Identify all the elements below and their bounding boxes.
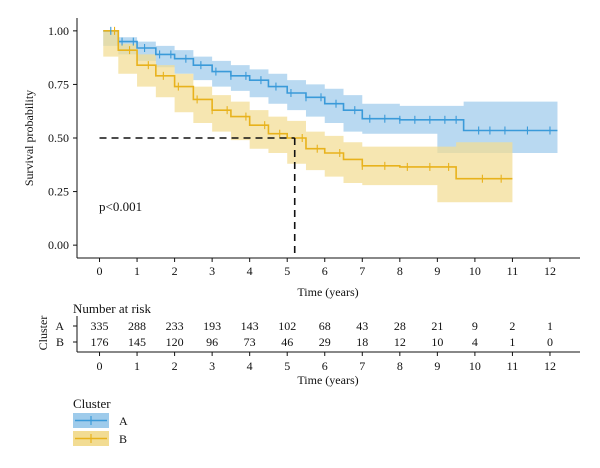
median-survival-lines [99, 137, 296, 258]
risk-x-tick-label-0: 0 [97, 359, 103, 373]
risk-cell-a-2: 233 [166, 319, 184, 333]
risk-cell-a-9: 21 [431, 319, 443, 333]
x-tick-label-2: 2 [172, 264, 178, 278]
risk-x-tick-label-6: 6 [322, 359, 328, 373]
confidence-band-b [103, 30, 513, 203]
risk-cell-b-10: 4 [472, 335, 478, 349]
risk-x-tick-label-9: 9 [434, 359, 440, 373]
pvalue-annotation: p<0.001 [99, 199, 142, 214]
risk-x-tick-label-11: 11 [507, 359, 519, 373]
risk-table-strata-axis-label: Cluster [36, 316, 50, 351]
risk-x-tick-label-3: 3 [209, 359, 215, 373]
risk-table-title: Number at risk [73, 301, 151, 316]
x-tick-label-8: 8 [397, 264, 403, 278]
risk-x-tick-label-12: 12 [544, 359, 556, 373]
risk-cell-a-1: 288 [128, 319, 146, 333]
risk-cell-a-0: 335 [91, 319, 109, 333]
risk-cell-b-2: 120 [166, 335, 184, 349]
risk-cell-a-11: 2 [509, 319, 515, 333]
risk-cell-a-6: 68 [319, 319, 331, 333]
risk-x-tick-label-7: 7 [359, 359, 365, 373]
confidence-band-a [103, 30, 558, 153]
legend: Cluster A B [73, 396, 128, 446]
risk-cell-b-3: 96 [206, 335, 218, 349]
risk-cell-a-8: 28 [394, 319, 406, 333]
survival-plot: 0.000.250.500.751.00 0 1 2 3 4 5 6 7 8 9 10 11 12 p<… [22, 18, 580, 299]
risk-cell-b-11: 1 [509, 335, 515, 349]
risk-x-tick-label-4: 4 [247, 359, 253, 373]
confidence-bands [103, 30, 558, 203]
risk-cell-a-3: 193 [203, 319, 221, 333]
x-tick-label-0: 0 [97, 264, 103, 278]
y-axis-ticks: 0.00 0.25 0.50 0.75 1.00 [48, 24, 77, 252]
x-tick-label-12: 12 [544, 264, 556, 278]
x-tick-label-7: 7 [359, 264, 365, 278]
x-axis-ticks: 0 1 2 3 4 5 6 7 8 9 10 11 12 [97, 258, 556, 278]
legend-item-b: B [73, 431, 127, 446]
risk-cell-b-7: 18 [356, 335, 368, 349]
risk-table-x-axis-title: Time (years) [297, 373, 358, 387]
legend-label-a: A [119, 414, 128, 428]
risk-row-label-b: B [56, 335, 64, 349]
x-tick-label-6: 6 [322, 264, 328, 278]
x-tick-label-5: 5 [284, 264, 290, 278]
y-axis-title: Survival probability [22, 90, 36, 186]
risk-cell-a-12: 1 [547, 319, 553, 333]
risk-cell-a-4: 143 [241, 319, 259, 333]
x-tick-label-10: 10 [469, 264, 481, 278]
risk-x-tick-label-5: 5 [284, 359, 290, 373]
x-axis-title: Time (years) [297, 285, 358, 299]
y-tick-label-3: 0.75 [48, 77, 69, 91]
risk-cell-b-0: 176 [91, 335, 109, 349]
legend-label-b: B [119, 432, 127, 446]
risk-cell-a-7: 43 [356, 319, 368, 333]
legend-title: Cluster [73, 396, 111, 411]
risk-row-label-a: A [55, 319, 64, 333]
y-tick-label-0: 0.00 [48, 238, 69, 252]
y-tick-label-1: 0.25 [48, 185, 69, 199]
censor-marks [110, 26, 551, 183]
x-tick-label-4: 4 [247, 264, 253, 278]
risk-cell-a-5: 102 [278, 319, 296, 333]
risk-x-tick-label-8: 8 [397, 359, 403, 373]
legend-item-a: A [73, 413, 128, 428]
risk-table-x-ticks: 0 1 2 3 4 5 6 7 8 9 10 11 12 [97, 352, 556, 373]
risk-table: Number at risk Cluster A B 335 288 233 193 1… [36, 301, 580, 387]
risk-cell-a-10: 9 [472, 319, 478, 333]
x-tick-label-3: 3 [209, 264, 215, 278]
risk-cell-b-4: 73 [244, 335, 256, 349]
y-tick-label-2: 0.50 [48, 131, 69, 145]
x-tick-label-11: 11 [507, 264, 519, 278]
risk-x-tick-label-2: 2 [172, 359, 178, 373]
y-tick-label-4: 1.00 [48, 24, 69, 38]
risk-cell-b-1: 145 [128, 335, 146, 349]
risk-cell-b-9: 10 [431, 335, 443, 349]
risk-x-tick-label-10: 10 [469, 359, 481, 373]
risk-x-tick-label-1: 1 [134, 359, 140, 373]
risk-cell-b-8: 12 [394, 335, 406, 349]
survival-curve-b [103, 30, 513, 180]
risk-cell-b-12: 0 [547, 335, 553, 349]
risk-cell-b-6: 29 [319, 335, 331, 349]
x-tick-label-9: 9 [434, 264, 440, 278]
x-tick-label-1: 1 [134, 264, 140, 278]
risk-cell-b-5: 46 [281, 335, 293, 349]
